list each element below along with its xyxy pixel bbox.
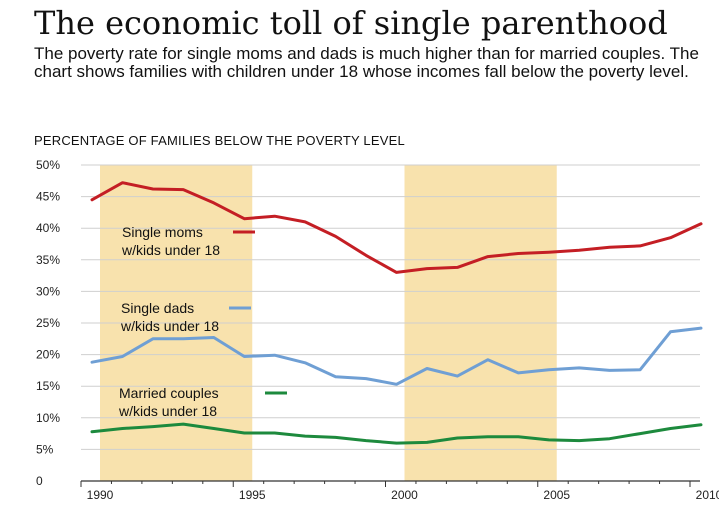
chart-title: The economic toll of single parenthood [34, 4, 668, 42]
y-tick-label: 15% [36, 379, 60, 393]
series-label-dads: Single dads [121, 300, 194, 316]
y-tick-label: 35% [36, 253, 60, 267]
series-line-dads [90, 326, 703, 386]
chart-subtitle: The poverty rate for single moms and dad… [34, 44, 699, 81]
y-tick-label: 45% [36, 190, 60, 204]
y-tick-label: 30% [36, 284, 60, 298]
y-tick-label: 0 [36, 474, 43, 488]
x-tick-label: 2010 [696, 488, 719, 502]
x-tick-label: 2005 [543, 488, 570, 502]
series-label-couples: Married couples [119, 385, 219, 401]
y-tick-label: 5% [36, 442, 54, 456]
x-tick-label: 1990 [87, 488, 114, 502]
y-tick-label: 20% [36, 348, 60, 362]
y-tick-label: 10% [36, 411, 60, 425]
y-axis-title: PERCENTAGE OF FAMILIES BELOW THE POVERTY… [34, 133, 405, 148]
x-tick-label: 2000 [391, 488, 418, 502]
x-tick-label: 1995 [239, 488, 266, 502]
series-label-moms-line2: w/kids under 18 [121, 242, 220, 258]
series-line-couples [90, 422, 703, 445]
series-label-dads-line2: w/kids under 18 [120, 318, 219, 334]
y-tick-label: 50% [36, 158, 60, 172]
series-line-moms [90, 181, 703, 274]
y-tick-label: 40% [36, 221, 60, 235]
series-label-moms: Single moms [122, 224, 203, 240]
y-tick-label: 25% [36, 316, 60, 330]
series-label-couples-line2: w/kids under 18 [118, 403, 217, 419]
